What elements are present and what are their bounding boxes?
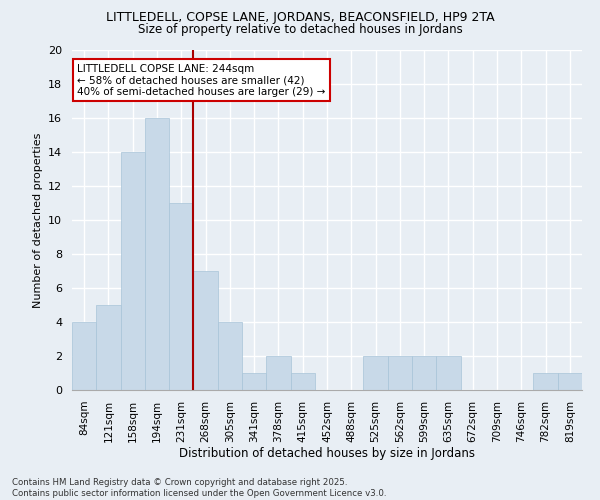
Bar: [169, 203, 193, 390]
Bar: [388, 356, 412, 390]
Bar: [266, 356, 290, 390]
Bar: [290, 373, 315, 390]
Bar: [533, 373, 558, 390]
Bar: [364, 356, 388, 390]
Bar: [436, 356, 461, 390]
Bar: [412, 356, 436, 390]
Y-axis label: Number of detached properties: Number of detached properties: [32, 132, 43, 308]
Text: LITTLEDELL, COPSE LANE, JORDANS, BEACONSFIELD, HP9 2TA: LITTLEDELL, COPSE LANE, JORDANS, BEACONS…: [106, 11, 494, 24]
Text: LITTLEDELL COPSE LANE: 244sqm
← 58% of detached houses are smaller (42)
40% of s: LITTLEDELL COPSE LANE: 244sqm ← 58% of d…: [77, 64, 325, 97]
X-axis label: Distribution of detached houses by size in Jordans: Distribution of detached houses by size …: [179, 448, 475, 460]
Bar: [72, 322, 96, 390]
Bar: [145, 118, 169, 390]
Bar: [242, 373, 266, 390]
Text: Contains HM Land Registry data © Crown copyright and database right 2025.
Contai: Contains HM Land Registry data © Crown c…: [12, 478, 386, 498]
Bar: [558, 373, 582, 390]
Bar: [96, 305, 121, 390]
Bar: [193, 271, 218, 390]
Bar: [218, 322, 242, 390]
Bar: [121, 152, 145, 390]
Text: Size of property relative to detached houses in Jordans: Size of property relative to detached ho…: [137, 22, 463, 36]
